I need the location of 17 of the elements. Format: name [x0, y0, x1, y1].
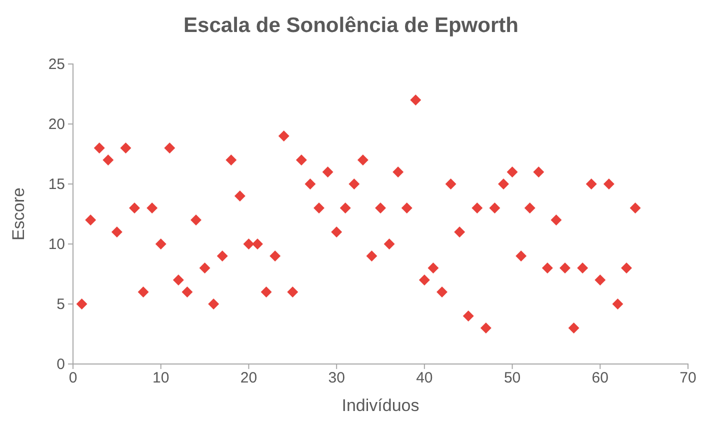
y-tick-label: 0 [56, 356, 65, 373]
y-tick-label: 25 [48, 56, 65, 73]
x-tick-label: 40 [416, 370, 433, 387]
y-tick-label: 20 [48, 116, 65, 133]
y-tick-label: 15 [48, 176, 65, 193]
x-tick-label: 30 [328, 370, 345, 387]
chart-title: Escala de Sonolência de Epworth [184, 14, 518, 37]
x-tick-label: 10 [152, 370, 170, 387]
x-tick-label: 60 [592, 370, 608, 387]
x-tick-label: 70 [680, 370, 696, 387]
y-axis-title: Escore [9, 188, 28, 240]
x-axis-title: Indivíduos [342, 396, 420, 415]
y-tick-label: 5 [56, 296, 65, 313]
x-tick-label: 0 [68, 370, 78, 387]
y-tick-label: 10 [48, 236, 65, 253]
x-tick-label: 50 [504, 370, 521, 387]
x-tick-label: 20 [240, 370, 258, 387]
